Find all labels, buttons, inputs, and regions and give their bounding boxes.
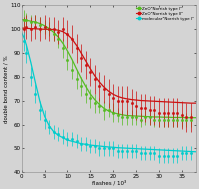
Legend: ZnO"Norrish type I", ZnO"Norrish type II", molecular"Norrish type I": ZnO"Norrish type I", ZnO"Norrish type II… xyxy=(136,6,195,21)
X-axis label: flashes / 10³: flashes / 10³ xyxy=(92,180,126,186)
Y-axis label: double bond content / %: double bond content / % xyxy=(3,55,9,123)
